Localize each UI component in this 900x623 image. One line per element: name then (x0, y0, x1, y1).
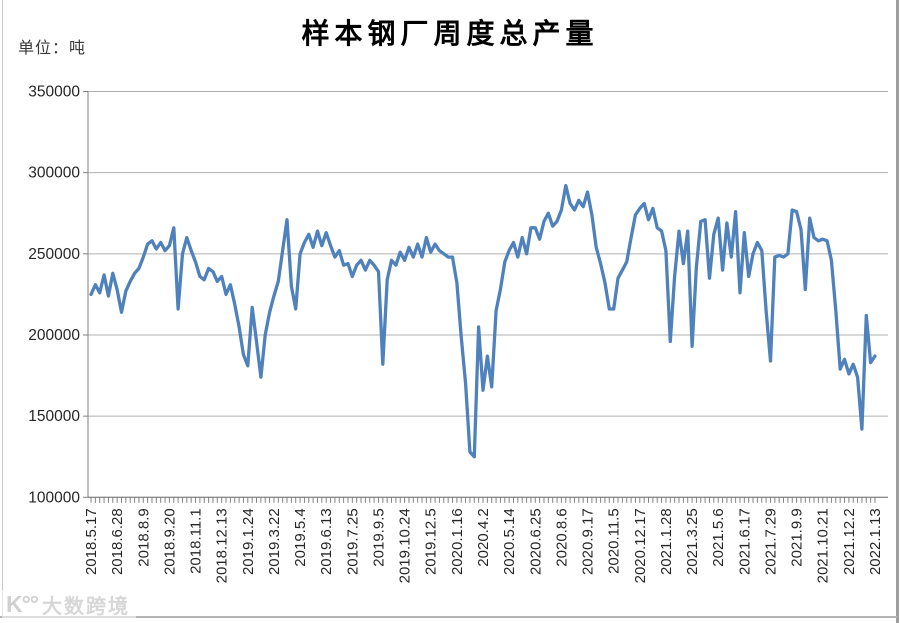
chart-title: 样本钢厂周度总产量 (301, 18, 599, 49)
x-tick-label: 2021.12.2 (841, 508, 858, 575)
watermark: K°° 大数跨境 (2, 590, 137, 621)
y-tick-label: 250000 (28, 246, 80, 263)
x-tick-label: 2018.9.20 (161, 508, 178, 575)
page-right-border (896, 0, 899, 623)
x-tick-label: 2020.6.25 (527, 508, 544, 575)
x-tick-label: 2018.8.9 (135, 508, 152, 566)
x-tick-label: 2019.3.22 (266, 508, 283, 575)
x-tick-label: 2021.10.21 (815, 508, 832, 583)
x-tick-label: 2018.5.17 (83, 508, 100, 575)
x-tick-label: 2021.9.9 (789, 508, 806, 566)
x-tick-label: 2019.6.13 (318, 508, 335, 575)
weekly-output-line (89, 183, 877, 459)
chart-bottom-border (0, 616, 897, 618)
y-axis (83, 91, 89, 498)
watermark-logo-icon: K°° (6, 591, 39, 617)
y-tick-label: 150000 (28, 408, 80, 425)
x-tick-label: 2022.1.13 (867, 508, 884, 575)
x-axis (88, 496, 888, 503)
x-tick-label: 2019.5.4 (292, 508, 309, 566)
y-tick-label: 100000 (28, 489, 80, 506)
chart-left-border (2, 0, 3, 618)
x-tick-label: 2020.12.17 (632, 508, 649, 583)
x-tick-label: 2020.1.16 (449, 508, 466, 575)
y-axis-labels: 350000 300000 250000 200000 150000 100000 (28, 84, 80, 507)
gridlines (88, 91, 888, 498)
production-line-series (89, 183, 877, 459)
x-tick-label: 2021.3.25 (684, 508, 701, 575)
unit-label: 单位：吨 (18, 40, 87, 57)
x-tick-label: 2019.12.5 (423, 508, 440, 575)
y-tick-label: 350000 (28, 84, 80, 101)
x-tick-label: 2019.7.25 (344, 508, 361, 575)
x-tick-label: 2021.1.28 (658, 508, 675, 575)
x-tick-label: 2020.9.17 (580, 508, 597, 575)
x-tick-label: 2020.4.2 (475, 508, 492, 566)
x-tick-label: 2019.10.24 (397, 508, 414, 583)
x-tick-label: 2021.6.17 (736, 508, 753, 575)
x-axis-labels: 2018.5.17 2018.6.28 2018.8.9 2018.9.20 2018.… (83, 508, 884, 583)
x-tick-label: 2018.11.1 (188, 508, 205, 574)
x-tick-label: 2019.1.24 (240, 508, 257, 575)
x-tick-label: 2020.11.5 (606, 508, 623, 574)
x-tick-label: 2020.8.6 (553, 508, 570, 566)
x-tick-label: 2021.7.29 (763, 508, 780, 575)
x-tick-label: 2020.5.14 (501, 508, 518, 575)
y-tick-label: 200000 (28, 327, 80, 344)
x-tick-label: 2021.5.6 (710, 508, 727, 566)
x-tick-label: 2019.9.5 (371, 508, 388, 566)
watermark-brand-text: 大数跨境 (42, 596, 131, 618)
y-tick-label: 300000 (28, 165, 80, 182)
x-tick-label: 2018.6.28 (109, 508, 126, 575)
x-tick-label: 2018.12.13 (214, 508, 231, 583)
